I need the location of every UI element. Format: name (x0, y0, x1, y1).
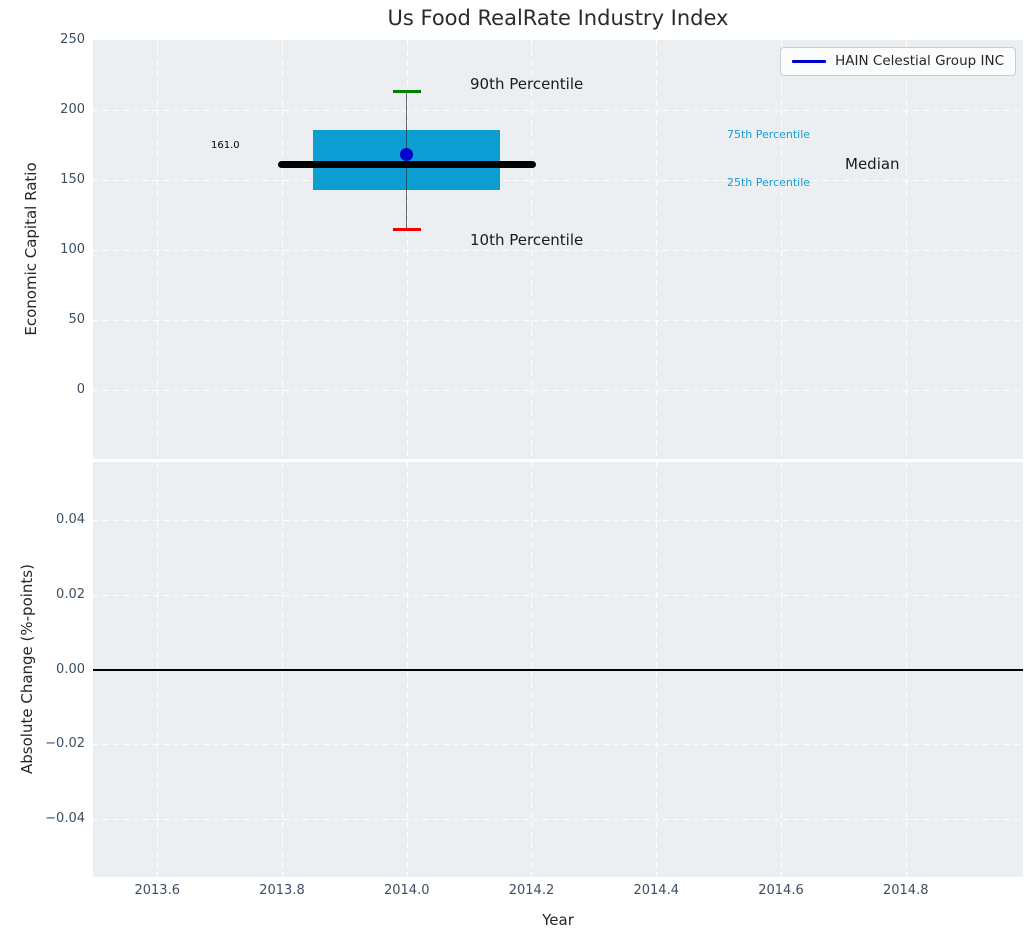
annotation-90th-percentile: 90th Percentile (470, 75, 584, 93)
p90-cap (392, 90, 421, 94)
y-tick-label: 150 (60, 172, 85, 188)
h-gridline (93, 519, 1023, 521)
h-gridline (93, 250, 1023, 252)
annotation-75th-percentile: 75th Percentile (727, 128, 811, 141)
legend-label: HAIN Celestial Group INC (835, 53, 1004, 69)
y-tick-label: 0.00 (56, 661, 85, 677)
y-tick-label: 0.04 (56, 511, 85, 527)
median-line (277, 161, 536, 169)
y-tick-label: 0.02 (56, 586, 85, 602)
y-tick-label: −0.04 (45, 811, 85, 827)
x-tick-label: 2013.8 (259, 883, 305, 898)
h-gridline (93, 180, 1023, 182)
x-tick-label: 2014.2 (508, 883, 555, 898)
p10-cap (392, 227, 421, 231)
v-gridline (905, 40, 907, 459)
v-gridline (157, 40, 159, 459)
v-gridline (281, 40, 283, 459)
y-tick-label: 200 (60, 102, 85, 118)
v-gridline (531, 40, 533, 459)
y-tick-label: 50 (68, 312, 85, 328)
median-value-label: 161.0 (210, 139, 240, 151)
y-tick-label: 100 (60, 242, 85, 258)
h-gridline (93, 744, 1023, 746)
v-gridline (780, 40, 782, 459)
x-axis-label: Year (542, 911, 574, 929)
chart-title: Us Food RealRate Industry Index (387, 6, 729, 30)
annotation-10th-percentile: 10th Percentile (470, 231, 584, 249)
x-tick-label: 2013.6 (134, 883, 180, 898)
legend: HAIN Celestial Group INC (780, 47, 1016, 76)
v-gridline (656, 40, 658, 459)
h-gridline (93, 320, 1023, 322)
h-gridline (93, 110, 1023, 112)
y-tick-label: 250 (60, 32, 85, 47)
x-tick-label: 2014.4 (633, 883, 679, 898)
zero-line (93, 668, 1023, 671)
company-point-marker (400, 148, 414, 162)
h-gridline (93, 390, 1023, 392)
x-tick-label: 2014.8 (882, 883, 929, 898)
x-tick-label: 2014.0 (383, 883, 430, 898)
h-gridline (93, 594, 1023, 596)
y-tick-label: −0.02 (45, 736, 85, 752)
annotation-median: Median (845, 155, 900, 173)
bottom-axes-absolute-change (93, 462, 1023, 877)
v-gridline (406, 40, 408, 459)
y-tick-label: 0 (76, 382, 85, 398)
legend-line-swatch (792, 59, 827, 63)
top-axes-economic-capital-ratio: 161.0 90th Percentile 10th Percentile 75… (93, 40, 1023, 459)
h-gridline (93, 819, 1023, 821)
annotation-25th-percentile: 25th Percentile (727, 176, 811, 189)
x-tick-label: 2014.6 (758, 883, 804, 898)
